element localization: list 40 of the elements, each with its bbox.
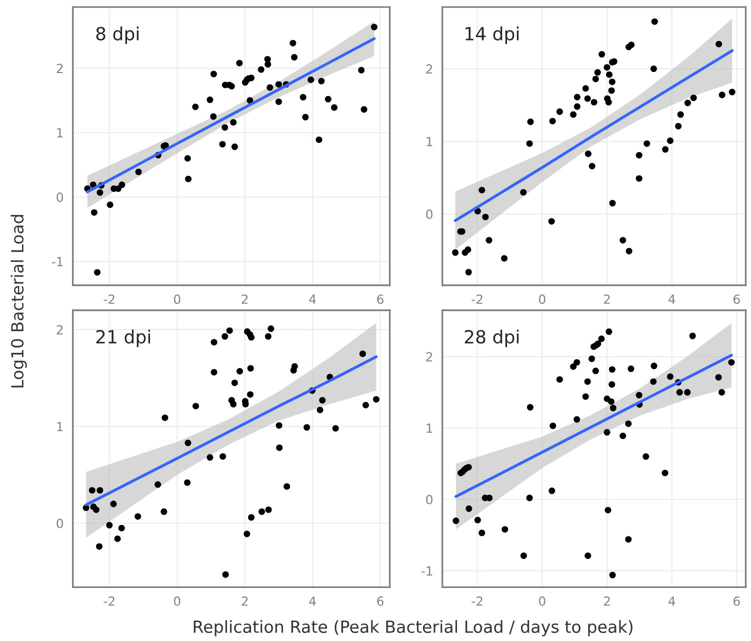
text: 8 dpi: [96, 26, 139, 44]
y-tick-label: 2: [56, 325, 63, 334]
y-tick-label: -1: [52, 257, 63, 266]
x-tick-label: 0: [539, 596, 546, 606]
x-tick-label: 0: [539, 294, 546, 304]
text: 21 dpi: [96, 330, 150, 348]
x-tick-label: 6: [734, 596, 740, 606]
y-tick-label: 2: [426, 64, 432, 74]
y-tick-label: 0: [426, 494, 432, 504]
x-tick-label: 2: [604, 294, 610, 304]
x-tick-label: 4: [309, 294, 316, 304]
x-tick-label: -2: [104, 596, 114, 606]
x-tick-label: 6: [734, 294, 740, 304]
x-tick-label: 2: [242, 596, 248, 606]
text: 28 dpi: [464, 330, 519, 348]
x-tick-label: 4: [309, 596, 316, 606]
x-tick-label: 6: [377, 294, 384, 304]
x-tick-label: 2: [242, 294, 248, 304]
x-tick-label: 2: [604, 596, 610, 606]
y-tick-label: 2: [426, 352, 432, 362]
y-tick-label: 0: [426, 210, 432, 219]
x-tick-label: 0: [174, 596, 180, 606]
y-tick-label: 2: [56, 64, 63, 73]
y-tick-label: 1: [426, 137, 432, 146]
y-tick-label: 1: [426, 424, 432, 433]
x-tick-label: 4: [668, 294, 676, 304]
y-tick-label: -1: [421, 566, 432, 576]
text: 14 dpi: [466, 26, 519, 44]
x-tick-label: -2: [472, 294, 482, 304]
y-tick-label: 1: [57, 422, 63, 432]
y-tick-label: 0: [56, 192, 63, 202]
y-tick-label: 1: [57, 128, 63, 138]
x-tick-label: 0: [174, 294, 180, 304]
y-tick-label: 0: [56, 518, 63, 528]
x-axis-title: Replication Rate (Peak Bacterial Load / days to peak): [194, 620, 632, 636]
y-axis-title: Log10 Bacterial Load: [10, 215, 27, 388]
x-tick-label: 4: [668, 596, 676, 606]
x-tick-label: 6: [377, 596, 384, 606]
x-tick-label: -2: [472, 596, 482, 606]
x-tick-label: -2: [104, 294, 114, 304]
